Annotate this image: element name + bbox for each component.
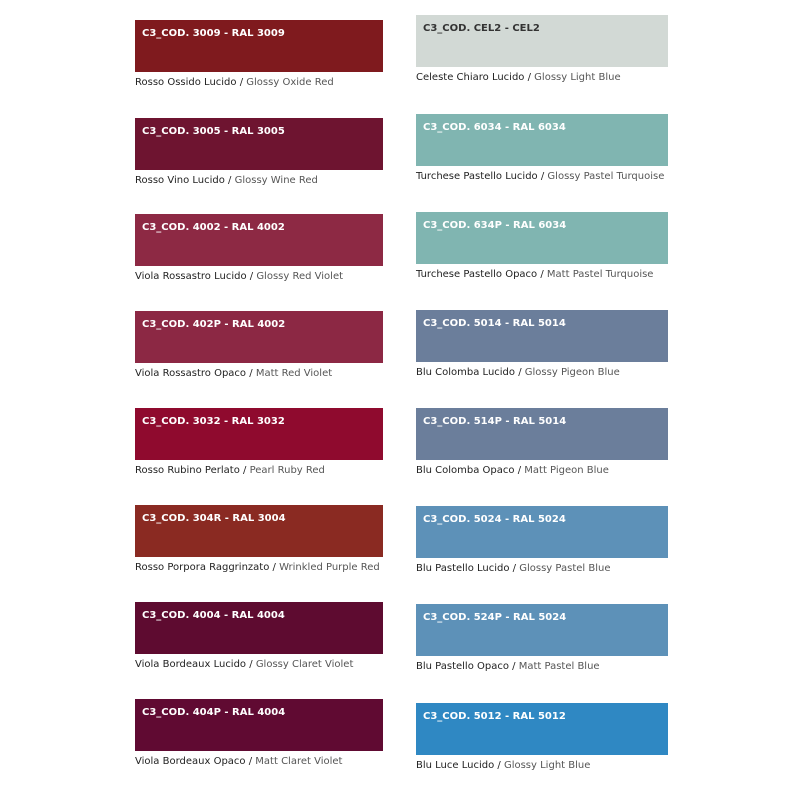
swatch-label: Viola Rossastro Lucido / Glossy Red Viol… bbox=[135, 271, 343, 282]
separator: / bbox=[272, 562, 276, 573]
swatch: C3_COD. 3032 - RAL 3032 bbox=[135, 408, 383, 460]
swatch-code: C3_COD. 524P - RAL 5024 bbox=[423, 612, 567, 623]
swatch-label: Viola Rossastro Opaco / Matt Red Violet bbox=[135, 368, 332, 379]
swatch: C3_COD. 634P - RAL 6034 bbox=[416, 212, 668, 264]
swatch-label: Blu Colomba Opaco / Matt Pigeon Blue bbox=[416, 465, 609, 476]
swatch: C3_COD. 5014 - RAL 5014 bbox=[416, 310, 668, 362]
swatch-label: Viola Bordeaux Lucido / Glossy Claret Vi… bbox=[135, 659, 353, 670]
swatch: C3_COD. 304R - RAL 3004 bbox=[135, 505, 383, 557]
swatch-label: Blu Pastello Lucido / Glossy Pastel Blue bbox=[416, 563, 610, 574]
separator: / bbox=[512, 563, 517, 574]
english-name: Glossy Wine Red bbox=[234, 175, 318, 186]
swatch-code: C3_COD. 3005 - RAL 3005 bbox=[142, 126, 285, 137]
swatch-code: C3_COD. 304R - RAL 3004 bbox=[142, 513, 286, 524]
separator: / bbox=[497, 760, 501, 771]
swatch: C3_COD. 6034 - RAL 6034 bbox=[416, 114, 668, 166]
swatch-label: Turchese Pastello Lucido / Glossy Pastel… bbox=[416, 171, 664, 182]
english-name: Glossy Pigeon Blue bbox=[524, 367, 620, 378]
separator: / bbox=[512, 661, 516, 672]
swatch: C3_COD. 524P - RAL 5024 bbox=[416, 604, 668, 656]
english-name: Glossy Red Violet bbox=[256, 271, 344, 282]
italian-name: Celeste Chiaro Lucido bbox=[416, 72, 525, 83]
swatch-label: Turchese Pastello Opaco / Matt Pastel Tu… bbox=[416, 269, 653, 280]
italian-name: Viola Bordeaux Lucido bbox=[135, 659, 247, 670]
swatch-code: C3_COD. 4004 - RAL 4004 bbox=[142, 610, 285, 621]
swatch-code: C3_COD. 3032 - RAL 3032 bbox=[142, 416, 285, 427]
swatch-label: Rosso Vino Lucido / Glossy Wine Red bbox=[135, 175, 318, 186]
swatch-label: Rosso Ossido Lucido / Glossy Oxide Red bbox=[135, 77, 334, 88]
swatch: C3_COD. 404P - RAL 4004 bbox=[135, 699, 383, 751]
swatch-code: C3_COD. 5012 - RAL 5012 bbox=[423, 711, 566, 722]
swatch: C3_COD. 3009 - RAL 3009 bbox=[135, 20, 383, 72]
swatch-label: Viola Bordeaux Opaco / Matt Claret Viole… bbox=[135, 756, 342, 767]
italian-name: Blu Colomba Opaco bbox=[416, 465, 515, 476]
english-name: Glossy Pastel Blue bbox=[519, 563, 611, 574]
separator: / bbox=[517, 465, 522, 476]
swatch: C3_COD. 3005 - RAL 3005 bbox=[135, 118, 383, 170]
italian-name: Blu Pastello Lucido bbox=[416, 563, 510, 574]
english-name: Wrinkled Purple Red bbox=[279, 562, 380, 573]
swatch: C3_COD. 5024 - RAL 5024 bbox=[416, 506, 668, 558]
swatch-code: C3_COD. CEL2 - CEL2 bbox=[423, 23, 540, 34]
english-name: Matt Red Violet bbox=[255, 368, 333, 379]
separator: / bbox=[249, 368, 253, 379]
swatch: C3_COD. 5012 - RAL 5012 bbox=[416, 703, 668, 755]
english-name: Glossy Oxide Red bbox=[246, 77, 334, 88]
swatch-code: C3_COD. 6034 - RAL 6034 bbox=[423, 122, 566, 133]
italian-name: Viola Rossastro Lucido bbox=[135, 271, 247, 282]
separator: / bbox=[239, 77, 244, 88]
separator: / bbox=[518, 367, 522, 378]
swatch-label: Blu Colomba Lucido / Glossy Pigeon Blue bbox=[416, 367, 620, 378]
english-name: Pearl Ruby Red bbox=[249, 465, 325, 476]
english-name: Glossy Light Blue bbox=[503, 760, 591, 771]
english-name: Glossy Pastel Turquoise bbox=[547, 171, 665, 182]
italian-name: Rosso Rubino Perlato bbox=[135, 465, 240, 476]
separator: / bbox=[243, 465, 247, 476]
italian-name: Turchese Pastello Opaco bbox=[416, 269, 538, 280]
english-name: Matt Pastel Blue bbox=[518, 661, 600, 672]
english-name: Glossy Claret Violet bbox=[255, 659, 354, 670]
swatch-code: C3_COD. 3009 - RAL 3009 bbox=[142, 28, 285, 39]
swatch-code: C3_COD. 404P - RAL 4004 bbox=[142, 707, 286, 718]
separator: / bbox=[249, 271, 254, 282]
italian-name: Rosso Vino Lucido bbox=[135, 175, 225, 186]
swatch-label: Blu Luce Lucido / Glossy Light Blue bbox=[416, 760, 590, 771]
swatch: C3_COD. 4002 - RAL 4002 bbox=[135, 214, 383, 266]
separator: / bbox=[540, 171, 545, 182]
swatch-code: C3_COD. 402P - RAL 4002 bbox=[142, 319, 286, 330]
swatch-code: C3_COD. 514P - RAL 5014 bbox=[423, 416, 567, 427]
separator: / bbox=[249, 659, 253, 670]
english-name: Matt Claret Violet bbox=[255, 756, 343, 767]
italian-name: Blu Colomba Lucido bbox=[416, 367, 516, 378]
italian-name: Viola Bordeaux Opaco bbox=[135, 756, 246, 767]
swatch: C3_COD. 402P - RAL 4002 bbox=[135, 311, 383, 363]
swatch-code: C3_COD. 5024 - RAL 5024 bbox=[423, 514, 566, 525]
english-name: Glossy Light Blue bbox=[534, 72, 621, 83]
italian-name: Rosso Ossido Lucido bbox=[135, 77, 237, 88]
swatch-code: C3_COD. 5014 - RAL 5014 bbox=[423, 318, 566, 329]
swatch-label: Celeste Chiaro Lucido / Glossy Light Blu… bbox=[416, 72, 621, 83]
italian-name: Turchese Pastello Lucido bbox=[416, 171, 538, 182]
separator: / bbox=[540, 269, 544, 280]
italian-name: Blu Luce Lucido bbox=[416, 760, 495, 771]
swatch-label: Rosso Rubino Perlato / Pearl Ruby Red bbox=[135, 465, 325, 476]
swatch: C3_COD. CEL2 - CEL2 bbox=[416, 15, 668, 67]
english-name: Matt Pigeon Blue bbox=[524, 465, 609, 476]
italian-name: Viola Rossastro Opaco bbox=[135, 368, 247, 379]
swatch: C3_COD. 514P - RAL 5014 bbox=[416, 408, 668, 460]
swatch: C3_COD. 4004 - RAL 4004 bbox=[135, 602, 383, 654]
english-name: Matt Pastel Turquoise bbox=[546, 269, 654, 280]
swatch-code: C3_COD. 4002 - RAL 4002 bbox=[142, 222, 285, 233]
separator: / bbox=[248, 756, 253, 767]
swatch-label: Rosso Porpora Raggrinzato / Wrinkled Pur… bbox=[135, 562, 380, 573]
italian-name: Rosso Porpora Raggrinzato bbox=[135, 562, 270, 573]
swatch-label: Blu Pastello Opaco / Matt Pastel Blue bbox=[416, 661, 600, 672]
separator: / bbox=[527, 72, 531, 83]
italian-name: Blu Pastello Opaco bbox=[416, 661, 509, 672]
swatch-code: C3_COD. 634P - RAL 6034 bbox=[423, 220, 567, 231]
separator: / bbox=[228, 175, 232, 186]
